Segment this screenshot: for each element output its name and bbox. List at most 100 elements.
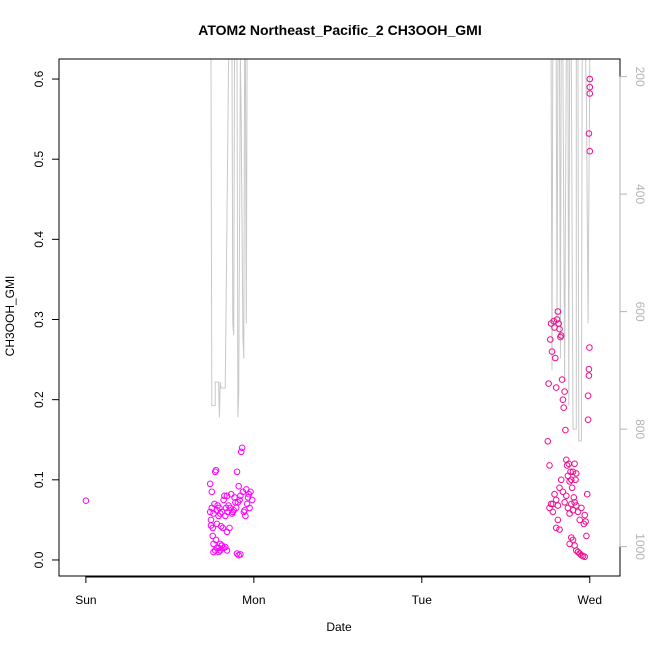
data-point [562, 426, 569, 434]
data-point [212, 536, 220, 544]
data-point [561, 499, 568, 506]
data-point [237, 551, 244, 558]
secondary-y-axis: 200 400 600 800 1000 [619, 67, 647, 560]
data-point [216, 510, 224, 517]
data-point [581, 511, 589, 519]
data-point [570, 494, 578, 501]
line-series-segment [544, 58, 591, 442]
data-point [248, 496, 256, 504]
secondary-y-tick-label: 1000 [633, 533, 647, 560]
secondary-y-tick-label: 200 [633, 67, 647, 87]
data-point [231, 494, 238, 501]
data-point [578, 504, 585, 512]
data-point [558, 376, 566, 383]
line-layer [210, 58, 591, 442]
secondary-y-tick-label: 600 [633, 302, 647, 322]
data-point [554, 502, 562, 509]
y-tick-label: 0.1 [32, 471, 46, 488]
data-point [583, 532, 590, 540]
data-point [547, 336, 554, 343]
data-point [82, 497, 90, 505]
data-point [552, 384, 560, 391]
data-point [544, 438, 552, 445]
data-point [586, 83, 594, 91]
data-point [211, 500, 218, 508]
data-point [573, 502, 580, 509]
data-point [561, 388, 568, 395]
data-point [547, 500, 555, 508]
x-axis-label: Date [326, 620, 352, 634]
data-point [568, 484, 576, 492]
data-point [583, 490, 591, 498]
data-point [216, 540, 224, 548]
x-tick-label: Mon [242, 593, 265, 607]
data-point [559, 488, 567, 496]
x-tick-label: Tue [412, 593, 433, 607]
data-point [237, 448, 245, 456]
data-point [563, 462, 571, 469]
data-point [217, 523, 225, 530]
data-point [556, 484, 563, 492]
y-axis-label: CH3OOH_GMI [3, 276, 17, 357]
data-point [576, 516, 584, 524]
y-tick-label: 0.4 [32, 231, 46, 248]
data-point [219, 524, 227, 532]
y-tick-label: 0.2 [32, 391, 46, 408]
chart-title: ATOM2 Northeast_Pacific_2 CH3OOH_GMI [198, 22, 481, 38]
data-point [556, 325, 563, 333]
data-point [573, 470, 580, 477]
data-point [568, 476, 575, 484]
data-point [584, 392, 592, 400]
data-point [556, 526, 563, 533]
data-point [220, 496, 227, 504]
data-point [545, 380, 552, 387]
x-tick-label: Sun [75, 593, 96, 607]
data-point [549, 508, 557, 516]
data-point [552, 524, 560, 532]
y-tick-label: 0.3 [32, 311, 46, 328]
data-point [235, 482, 242, 490]
data-point [247, 488, 254, 496]
line-series-segment [210, 58, 248, 418]
data-point [551, 490, 558, 498]
y-tick-label: 0.6 [32, 70, 46, 87]
data-point [206, 508, 214, 516]
data-point [571, 460, 578, 468]
data-point [586, 90, 594, 97]
data-point [571, 499, 578, 506]
data-point [226, 524, 233, 532]
x-tick-label: Wed [578, 593, 602, 607]
data-point [585, 372, 593, 379]
data-point [222, 543, 229, 551]
y-axis: 0.0 0.1 0.2 0.3 0.4 0.5 0.6 [32, 70, 60, 568]
data-point [215, 548, 222, 556]
data-point [586, 147, 594, 155]
data-point [584, 416, 592, 424]
data-point [572, 476, 579, 484]
data-point [569, 468, 577, 476]
data-point [586, 75, 594, 83]
y-tick-label: 0.5 [32, 151, 46, 168]
data-point [566, 478, 573, 485]
data-point [560, 404, 568, 412]
data-point [548, 348, 556, 355]
data-point [206, 480, 214, 488]
x-axis: Sun Mon Tue Wed [75, 576, 602, 607]
data-point [236, 496, 243, 504]
data-point [559, 396, 567, 404]
data-point [557, 332, 565, 339]
data-point [546, 462, 553, 469]
data-point [208, 488, 216, 496]
data-point [553, 316, 561, 323]
secondary-y-tick-label: 800 [633, 419, 647, 439]
data-point [223, 547, 231, 554]
data-point [209, 532, 216, 540]
data-point [212, 466, 220, 474]
y-tick-label: 0.0 [32, 551, 46, 568]
secondary-y-tick-label: 400 [633, 184, 647, 204]
points-layer [82, 75, 594, 561]
data-point [557, 476, 565, 484]
data-point [546, 504, 553, 512]
data-point [582, 518, 589, 525]
